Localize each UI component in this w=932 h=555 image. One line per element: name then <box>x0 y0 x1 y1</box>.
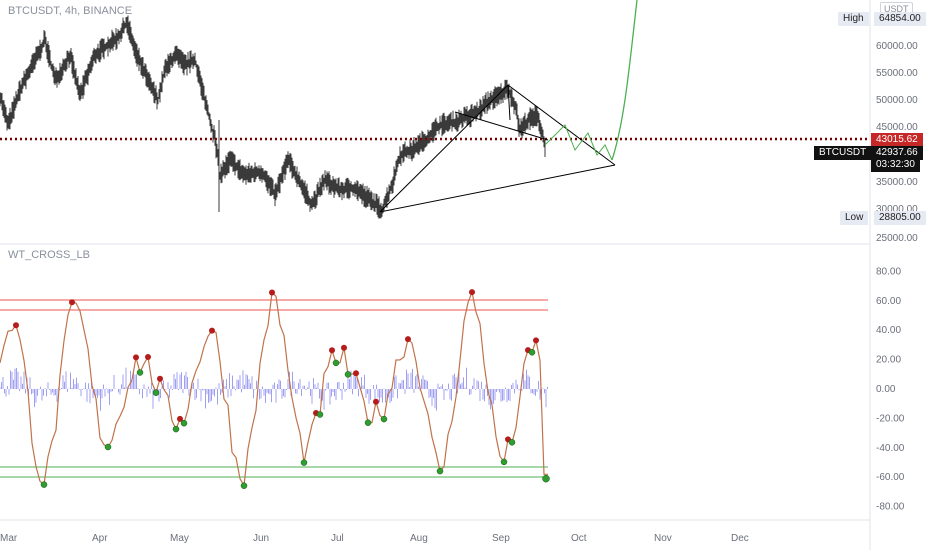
time-tick-label: Oct <box>571 533 587 544</box>
cross-down-dot <box>405 336 411 343</box>
time-tick-label: Aug <box>410 533 428 544</box>
osc-tick-label: -80.00 <box>876 502 905 513</box>
osc-tick-label: -60.00 <box>876 472 905 483</box>
osc-tick-label: -40.00 <box>876 443 905 454</box>
cross-up-dot <box>528 349 536 356</box>
cross-up-dot <box>436 467 444 475</box>
osc-tick-label: 0.00 <box>876 384 896 395</box>
cross-up-dot <box>300 459 308 466</box>
time-tick-label: Mar <box>0 533 18 544</box>
osc-tick-label: 80.00 <box>876 266 901 277</box>
cross-up-dot <box>104 443 112 451</box>
price-tick-label: 55000.00 <box>876 68 918 79</box>
price-tick-label: 25000.00 <box>876 233 918 244</box>
cross-up-dot <box>180 419 188 427</box>
cross-down-dot <box>341 344 347 351</box>
projection-curve <box>611 0 638 161</box>
cross-down-dot <box>373 398 379 405</box>
cross-up-dot <box>344 371 352 378</box>
time-tick-label: Nov <box>654 533 672 544</box>
cross-up-dot <box>500 458 508 466</box>
cross-down-dot <box>69 299 75 306</box>
price-tick-label: 60000.00 <box>876 41 918 52</box>
cross-down-dot <box>145 354 151 360</box>
cross-down-dot <box>157 375 163 382</box>
osc-tick-label: -20.00 <box>876 413 905 424</box>
cross-up-dot <box>542 474 550 483</box>
osc-tick-label: 60.00 <box>876 296 901 307</box>
cross-up-dot <box>332 359 340 367</box>
cross-up-dot <box>40 481 48 488</box>
low-label: Low <box>840 211 869 225</box>
time-tick-label: Sep <box>492 533 510 544</box>
projection-zigzag <box>544 124 613 161</box>
high-label: High <box>838 12 869 26</box>
cross-down-dot <box>269 289 275 296</box>
time-tick-label: May <box>170 533 189 544</box>
alert-price-badge[interactable]: 43015.62 <box>871 133 923 147</box>
price-tick-label: 35000.00 <box>876 177 918 188</box>
wt-difference-histogram <box>0 367 548 411</box>
price-tick-label: 45000.00 <box>876 122 918 133</box>
osc-tick-label: 20.00 <box>876 355 901 366</box>
symbol-title: BTCUSDT, 4h, BINANCE <box>8 5 133 17</box>
cross-up-dot <box>380 415 388 423</box>
time-tick-label: Apr <box>92 533 108 544</box>
osc-tick-label: 40.00 <box>876 325 901 336</box>
time-tick-label: Jul <box>331 533 344 544</box>
trendline <box>507 84 616 166</box>
trendline <box>379 164 616 213</box>
cross-down-dot <box>177 415 183 422</box>
price-tick-label: 50000.00 <box>876 95 918 106</box>
cross-down-dot <box>133 354 139 361</box>
cross-up-dot <box>508 439 516 446</box>
cross-down-dot <box>353 370 359 377</box>
low-value: 28805.00 <box>874 211 926 225</box>
ticker-label: BTCUSDT <box>814 146 872 160</box>
cross-up-dot <box>240 482 248 489</box>
trendline <box>379 84 509 213</box>
cross-down-dot <box>209 327 215 334</box>
cross-down-dot <box>469 289 475 296</box>
time-tick-label: Jun <box>253 533 269 544</box>
cross-up-dot <box>172 425 180 433</box>
last-price-badge: 42937.66 <box>871 146 923 160</box>
high-value: 64854.00 <box>874 12 926 26</box>
cross-down-dot <box>329 347 335 354</box>
cross-up-dot <box>136 369 144 376</box>
trendline <box>454 111 549 141</box>
price-candles <box>0 15 546 219</box>
cross-up-dot <box>152 389 160 396</box>
cross-down-dot <box>533 337 539 344</box>
cross-up-dot <box>316 411 324 418</box>
cross-down-dot <box>13 322 19 329</box>
trendline <box>507 84 511 121</box>
cross-up-dot <box>364 419 372 426</box>
indicator-title: WT_CROSS_LB <box>8 249 90 261</box>
price-tick-label: 30000.00 <box>876 204 918 215</box>
bar-countdown: 03:32:30 <box>871 158 920 172</box>
time-tick-label: Dec <box>731 533 749 544</box>
